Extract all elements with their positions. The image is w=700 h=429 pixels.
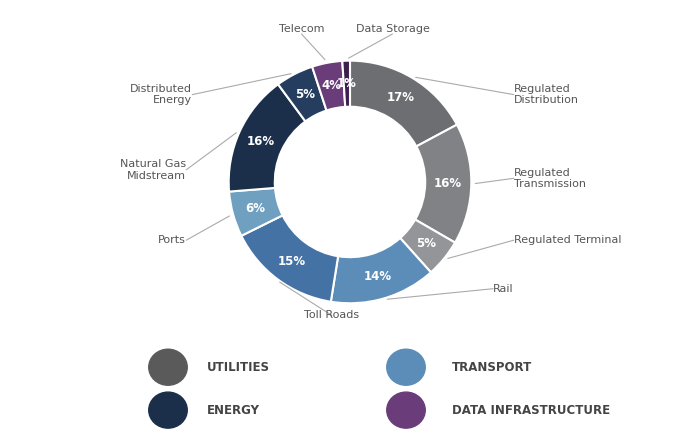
Text: ENERGY: ENERGY [206,404,260,417]
Wedge shape [241,215,338,302]
Ellipse shape [148,349,188,385]
Wedge shape [342,60,350,107]
Ellipse shape [148,392,188,428]
Text: Regulated
Transmission: Regulated Transmission [514,167,586,189]
Ellipse shape [386,349,426,385]
Text: TRANSPORT: TRANSPORT [452,361,532,374]
Wedge shape [415,125,471,243]
Text: Regulated
Distribution: Regulated Distribution [514,84,579,106]
Wedge shape [331,238,431,303]
Wedge shape [350,60,457,146]
Text: 5%: 5% [416,237,436,251]
Text: 16%: 16% [246,135,274,148]
Wedge shape [312,61,345,111]
Text: Distributed
Energy: Distributed Energy [130,84,192,106]
Text: Toll Roads: Toll Roads [304,311,359,320]
Text: 16%: 16% [434,177,462,190]
Text: Telecom: Telecom [279,24,324,34]
Text: Natural Gas
Midstream: Natural Gas Midstream [120,159,186,181]
Wedge shape [229,188,283,236]
Ellipse shape [386,392,426,428]
Text: Data Storage: Data Storage [356,24,429,34]
Text: 15%: 15% [278,254,306,268]
Text: DATA INFRASTRUCTURE: DATA INFRASTRUCTURE [452,404,610,417]
Text: 14%: 14% [363,270,392,283]
Text: 1%: 1% [337,77,357,90]
Text: Ports: Ports [158,235,186,245]
Wedge shape [229,84,305,192]
Text: Rail: Rail [493,284,514,294]
Text: 4%: 4% [321,79,342,92]
Text: Regulated Terminal: Regulated Terminal [514,235,622,245]
Text: 5%: 5% [295,88,315,101]
Text: 17%: 17% [386,91,414,104]
Wedge shape [400,220,455,272]
Wedge shape [278,66,326,121]
Text: 6%: 6% [245,202,265,214]
Text: UTILITIES: UTILITIES [206,361,270,374]
